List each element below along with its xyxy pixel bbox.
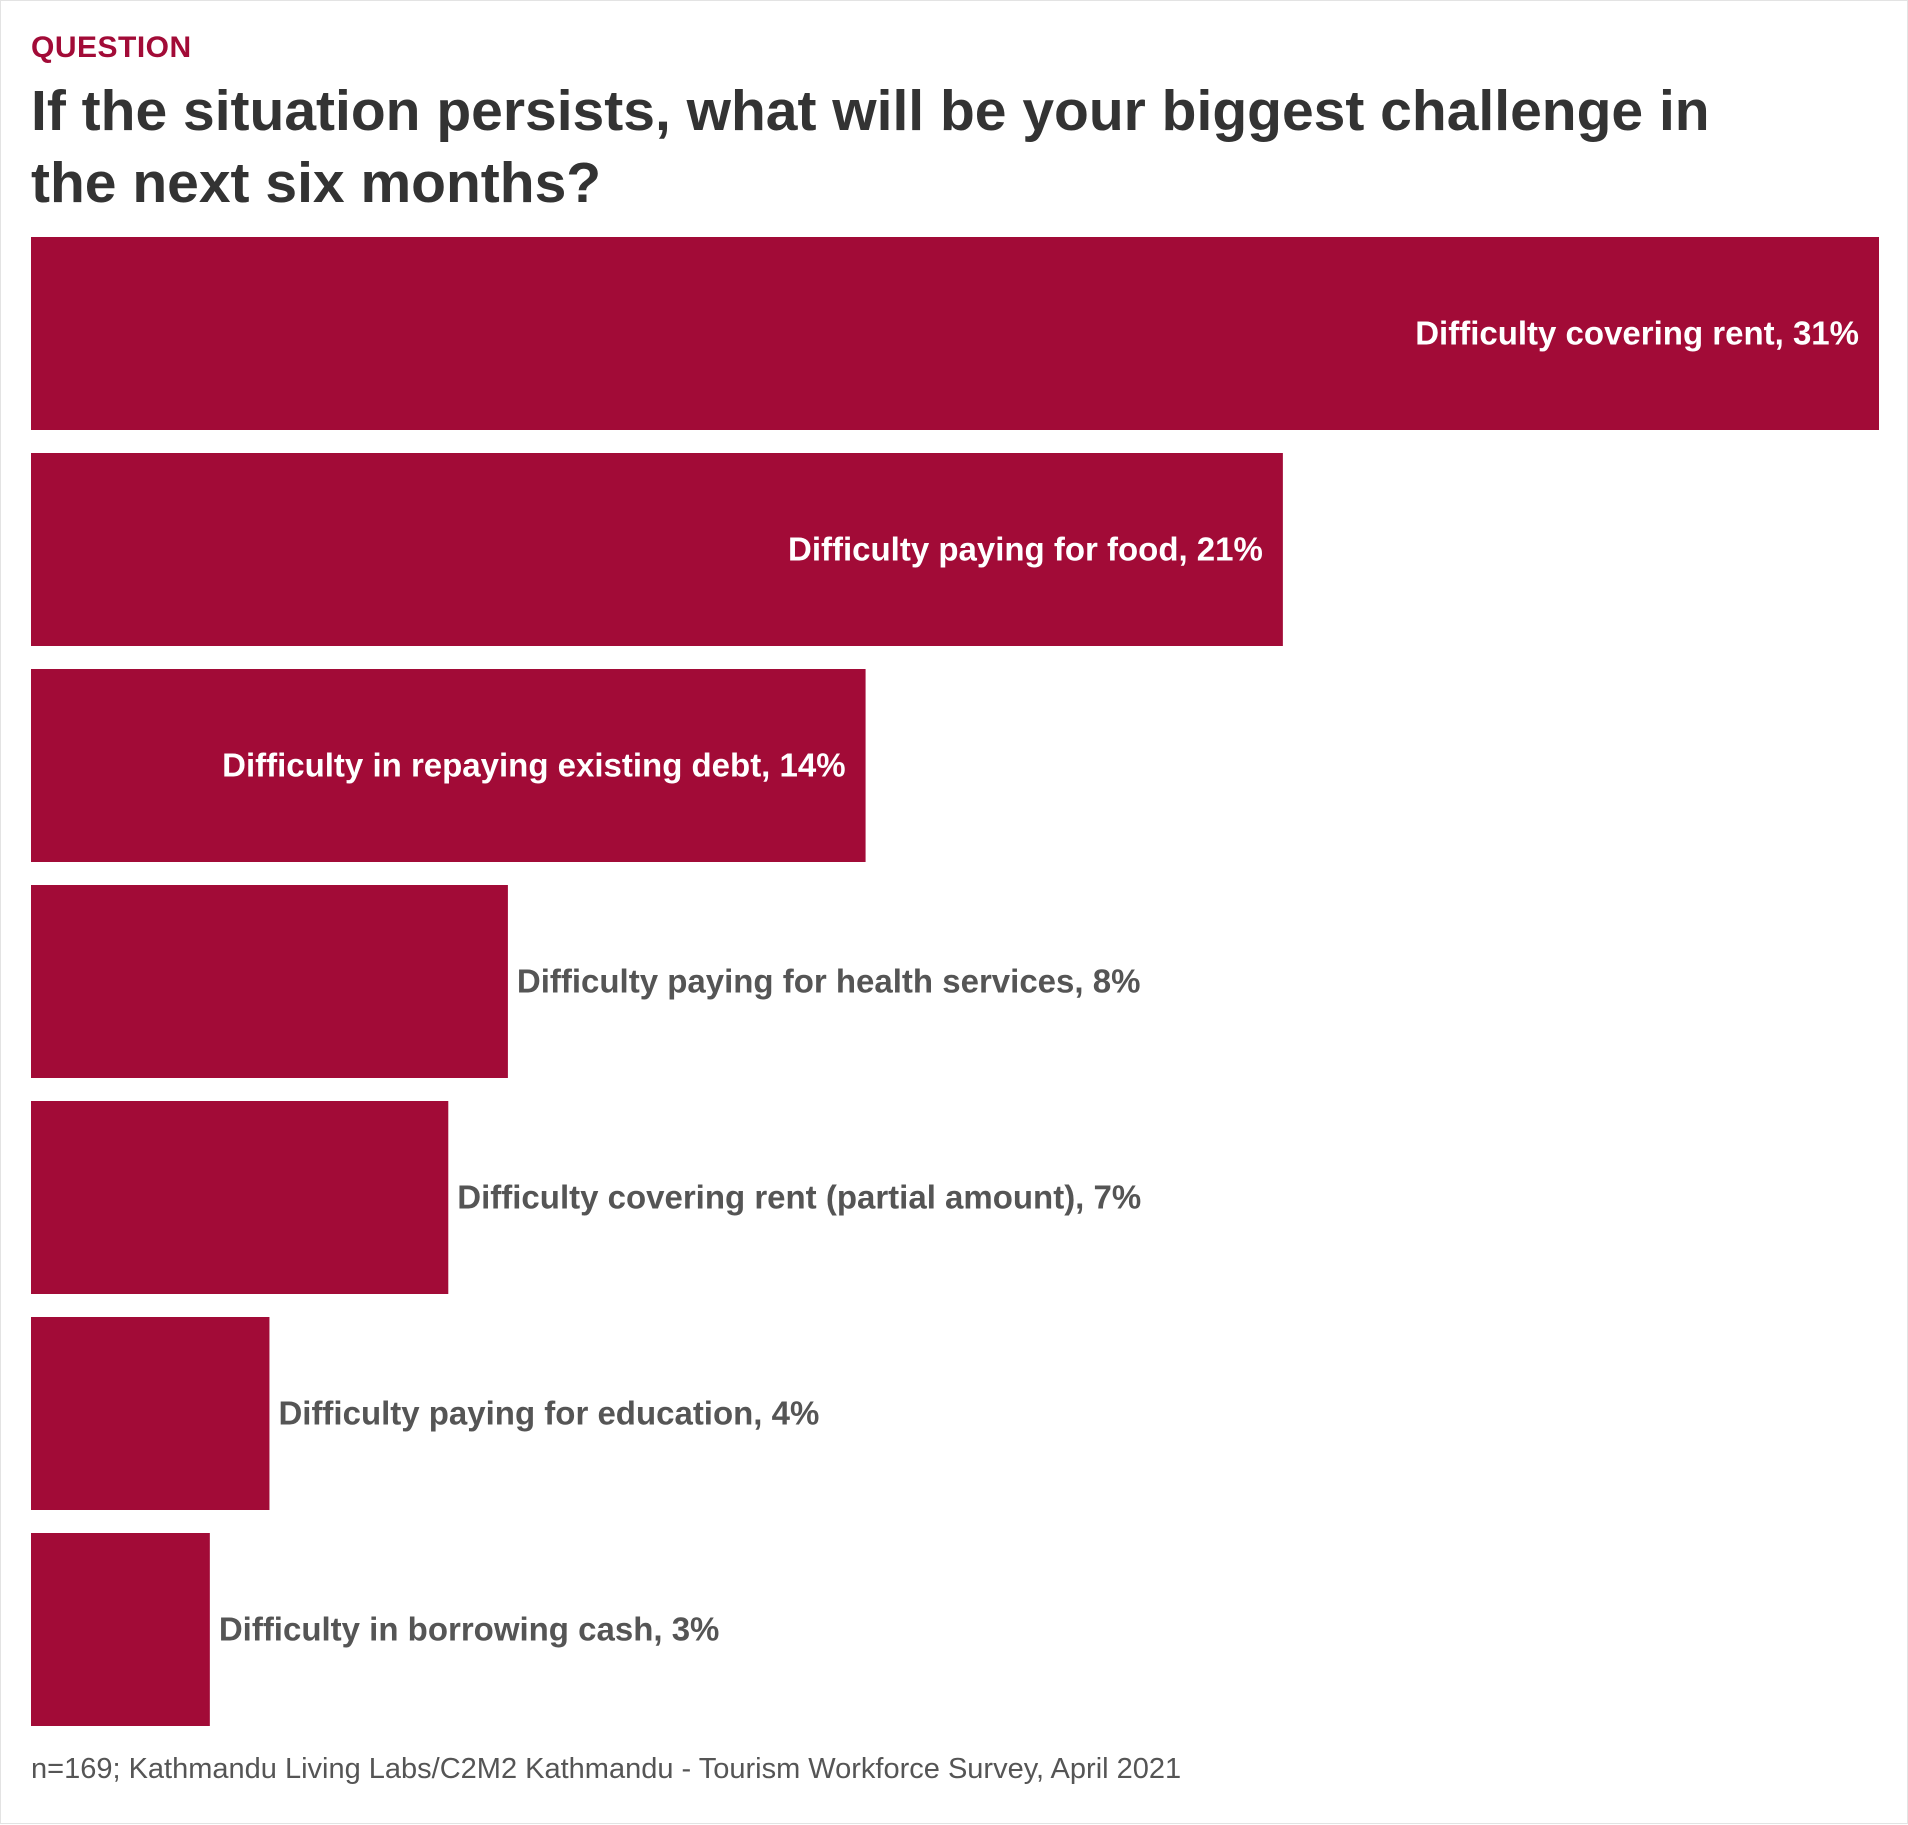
bar-3 <box>31 669 866 862</box>
bar-label-6: Difficulty paying for education, 4% <box>278 1395 819 1432</box>
bar-label-5: Difficulty covering rent (partial amount… <box>457 1179 1141 1216</box>
bar-6 <box>31 1317 270 1510</box>
bar-label-7: Difficulty in borrowing cash, 3% <box>219 1611 720 1648</box>
bar-7 <box>31 1533 210 1726</box>
question-kicker: QUESTION <box>31 31 192 64</box>
chart-title: If the situation persists, what will be … <box>31 79 1710 215</box>
bar-label-2: Difficulty paying for food, 21% <box>788 531 1263 568</box>
bar-label-3: Difficulty in repaying existing debt, 14… <box>222 747 845 784</box>
source-footnote: n=169; Kathmandu Living Labs/C2M2 Kathma… <box>31 1753 1182 1785</box>
bar-2 <box>31 453 1283 646</box>
bar-1 <box>31 237 1879 430</box>
bar-5 <box>31 1101 449 1294</box>
bar-4 <box>31 885 508 1078</box>
bar-label-4: Difficulty paying for health services, 8… <box>517 963 1141 1000</box>
bar-label-1: Difficulty covering rent, 31% <box>1415 315 1859 352</box>
